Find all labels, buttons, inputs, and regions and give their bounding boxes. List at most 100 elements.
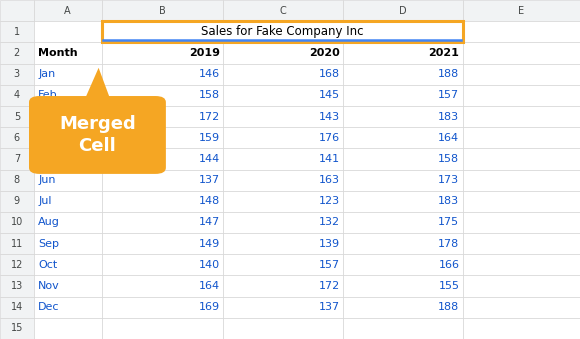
Text: 8: 8	[14, 175, 20, 185]
FancyBboxPatch shape	[343, 106, 463, 127]
Text: A: A	[64, 6, 71, 16]
FancyBboxPatch shape	[34, 297, 102, 318]
FancyBboxPatch shape	[343, 275, 463, 297]
FancyBboxPatch shape	[34, 275, 102, 297]
FancyBboxPatch shape	[463, 233, 580, 254]
FancyBboxPatch shape	[0, 297, 34, 318]
FancyBboxPatch shape	[29, 96, 166, 174]
FancyBboxPatch shape	[102, 21, 463, 42]
Text: 2021: 2021	[429, 48, 459, 58]
FancyBboxPatch shape	[463, 42, 580, 64]
FancyBboxPatch shape	[223, 275, 343, 297]
Text: 2019: 2019	[189, 48, 220, 58]
Text: May: May	[38, 154, 61, 164]
FancyBboxPatch shape	[463, 170, 580, 191]
FancyBboxPatch shape	[102, 297, 223, 318]
Text: 139: 139	[319, 239, 340, 248]
Text: 2020: 2020	[309, 48, 340, 58]
Text: 188: 188	[438, 302, 459, 312]
Text: 188: 188	[438, 69, 459, 79]
Text: 12: 12	[10, 260, 23, 270]
Text: Dec: Dec	[38, 302, 60, 312]
FancyBboxPatch shape	[223, 42, 343, 64]
Text: 123: 123	[319, 196, 340, 206]
Text: 148: 148	[198, 196, 220, 206]
Text: 169: 169	[199, 302, 220, 312]
Text: Feb: Feb	[38, 91, 58, 100]
Text: 183: 183	[438, 196, 459, 206]
Text: 149: 149	[198, 239, 220, 248]
FancyBboxPatch shape	[0, 212, 34, 233]
FancyBboxPatch shape	[34, 85, 102, 106]
Text: 137: 137	[199, 175, 220, 185]
FancyBboxPatch shape	[34, 64, 102, 85]
FancyBboxPatch shape	[0, 64, 34, 85]
FancyBboxPatch shape	[463, 254, 580, 275]
Text: Nov: Nov	[38, 281, 60, 291]
FancyBboxPatch shape	[223, 148, 343, 170]
FancyBboxPatch shape	[463, 0, 580, 21]
Text: 172: 172	[198, 112, 220, 121]
Text: E: E	[519, 6, 524, 16]
Text: 7: 7	[14, 154, 20, 164]
Text: B: B	[159, 6, 166, 16]
Text: Jul: Jul	[38, 196, 52, 206]
FancyBboxPatch shape	[343, 254, 463, 275]
Text: 146: 146	[199, 69, 220, 79]
FancyBboxPatch shape	[343, 64, 463, 85]
Text: 2: 2	[14, 48, 20, 58]
FancyBboxPatch shape	[102, 64, 223, 85]
FancyBboxPatch shape	[0, 85, 34, 106]
FancyBboxPatch shape	[102, 0, 223, 21]
FancyBboxPatch shape	[463, 297, 580, 318]
Text: 172: 172	[318, 281, 340, 291]
Text: C: C	[280, 6, 287, 16]
Text: 1: 1	[14, 27, 20, 37]
Text: 143: 143	[319, 112, 340, 121]
Text: 141: 141	[319, 154, 340, 164]
FancyBboxPatch shape	[343, 85, 463, 106]
FancyBboxPatch shape	[343, 170, 463, 191]
FancyBboxPatch shape	[463, 148, 580, 170]
Text: Merged
Cell: Merged Cell	[59, 115, 136, 155]
FancyBboxPatch shape	[223, 170, 343, 191]
FancyBboxPatch shape	[463, 275, 580, 297]
FancyBboxPatch shape	[343, 318, 463, 339]
FancyBboxPatch shape	[102, 170, 223, 191]
FancyBboxPatch shape	[0, 127, 34, 148]
FancyBboxPatch shape	[463, 64, 580, 85]
FancyBboxPatch shape	[463, 21, 580, 42]
Text: 147: 147	[198, 218, 220, 227]
FancyBboxPatch shape	[223, 21, 343, 42]
FancyBboxPatch shape	[0, 254, 34, 275]
FancyBboxPatch shape	[102, 191, 223, 212]
FancyBboxPatch shape	[102, 42, 223, 64]
Text: Oct: Oct	[38, 260, 57, 270]
FancyBboxPatch shape	[223, 64, 343, 85]
Text: 137: 137	[319, 302, 340, 312]
Text: 157: 157	[438, 91, 459, 100]
FancyBboxPatch shape	[343, 212, 463, 233]
Text: Apr: Apr	[38, 133, 57, 143]
FancyBboxPatch shape	[34, 0, 102, 21]
Text: 14: 14	[10, 302, 23, 312]
FancyBboxPatch shape	[463, 127, 580, 148]
FancyBboxPatch shape	[0, 42, 34, 64]
FancyBboxPatch shape	[223, 85, 343, 106]
Text: Jan: Jan	[38, 69, 56, 79]
FancyBboxPatch shape	[223, 191, 343, 212]
FancyBboxPatch shape	[102, 148, 223, 170]
Text: Mar: Mar	[38, 112, 59, 121]
Text: Month: Month	[38, 48, 78, 58]
FancyBboxPatch shape	[102, 233, 223, 254]
FancyBboxPatch shape	[0, 106, 34, 127]
FancyBboxPatch shape	[223, 0, 343, 21]
FancyBboxPatch shape	[34, 127, 102, 148]
FancyBboxPatch shape	[34, 21, 102, 42]
FancyBboxPatch shape	[223, 127, 343, 148]
FancyBboxPatch shape	[34, 170, 102, 191]
FancyBboxPatch shape	[463, 212, 580, 233]
FancyBboxPatch shape	[34, 233, 102, 254]
FancyBboxPatch shape	[102, 254, 223, 275]
FancyBboxPatch shape	[102, 85, 223, 106]
